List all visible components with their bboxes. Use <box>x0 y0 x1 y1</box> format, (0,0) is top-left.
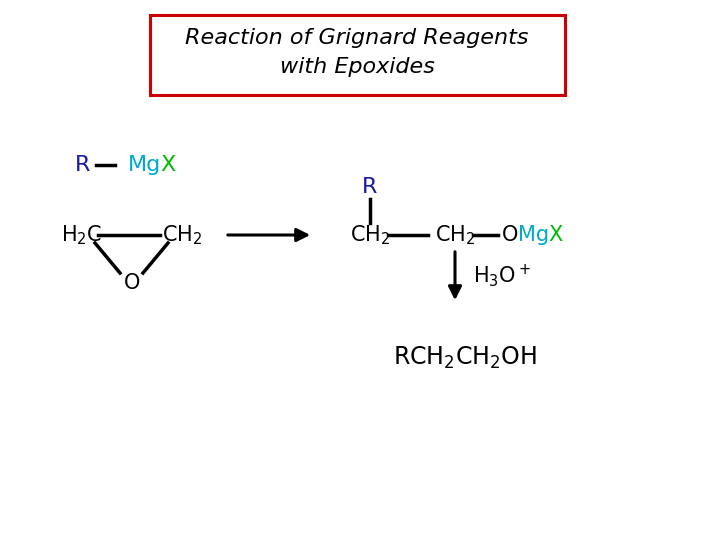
Text: CH$_2$: CH$_2$ <box>350 223 390 247</box>
Text: Reaction of Grignard Reagents: Reaction of Grignard Reagents <box>185 28 528 48</box>
FancyBboxPatch shape <box>150 15 565 95</box>
Text: X: X <box>160 155 175 175</box>
Text: Mg: Mg <box>518 225 549 245</box>
Text: Mg: Mg <box>128 155 161 175</box>
Text: RCH$_2$CH$_2$OH: RCH$_2$CH$_2$OH <box>393 345 537 371</box>
Text: H$_2$C: H$_2$C <box>61 223 102 247</box>
Text: R: R <box>362 177 378 197</box>
Text: CH$_2$: CH$_2$ <box>162 223 202 247</box>
Text: R: R <box>76 155 91 175</box>
Text: X: X <box>548 225 562 245</box>
Text: O: O <box>502 225 518 245</box>
Text: O: O <box>124 273 140 293</box>
Text: with Epoxides: with Epoxides <box>279 57 434 77</box>
Text: CH$_2$: CH$_2$ <box>435 223 475 247</box>
Text: H$_3$O$^+$: H$_3$O$^+$ <box>473 262 531 289</box>
